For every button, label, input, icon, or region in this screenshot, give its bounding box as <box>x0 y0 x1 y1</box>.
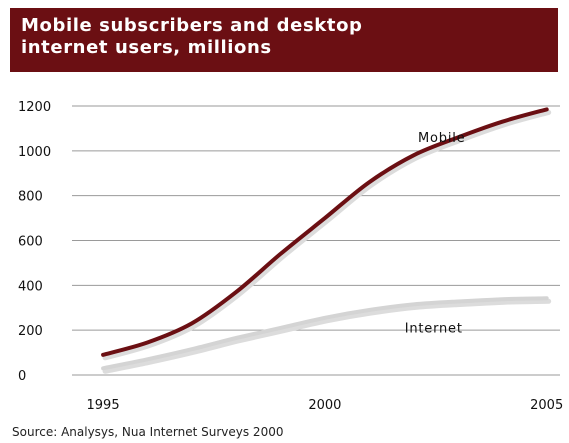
series-line-mobile <box>101 107 549 357</box>
chart-title-bar: Mobile subscribers and desktop internet … <box>10 8 558 72</box>
series-shadow-mobile <box>102 109 552 361</box>
source-note: Source: Analysys, Nua Internet Surveys 2… <box>12 425 284 439</box>
series-label-mobile: Mobile <box>418 131 465 146</box>
y-tick-label-800: 800 <box>18 190 43 205</box>
series-shadow-internet <box>102 298 552 374</box>
y-tick-label-200: 200 <box>18 324 43 339</box>
x-tick-label-2000: 2000 <box>308 398 341 413</box>
x-tick-label-2005: 2005 <box>530 398 563 413</box>
series-label-internet: Internet <box>405 321 463 336</box>
series-line-internet <box>101 296 549 371</box>
chart-title: Mobile subscribers and desktop internet … <box>21 15 363 58</box>
y-tick-label-400: 400 <box>18 279 43 294</box>
line-chart: 0 200 400 600 800 1000 1200 1995 2000 2005 Mobile I… <box>18 100 563 413</box>
y-tick-label-1000: 1000 <box>18 145 51 160</box>
y-tick-label-0: 0 <box>18 369 26 384</box>
x-tick-label-1995: 1995 <box>87 398 120 413</box>
y-tick-label-600: 600 <box>18 235 43 250</box>
y-tick-label-1200: 1200 <box>18 100 51 115</box>
